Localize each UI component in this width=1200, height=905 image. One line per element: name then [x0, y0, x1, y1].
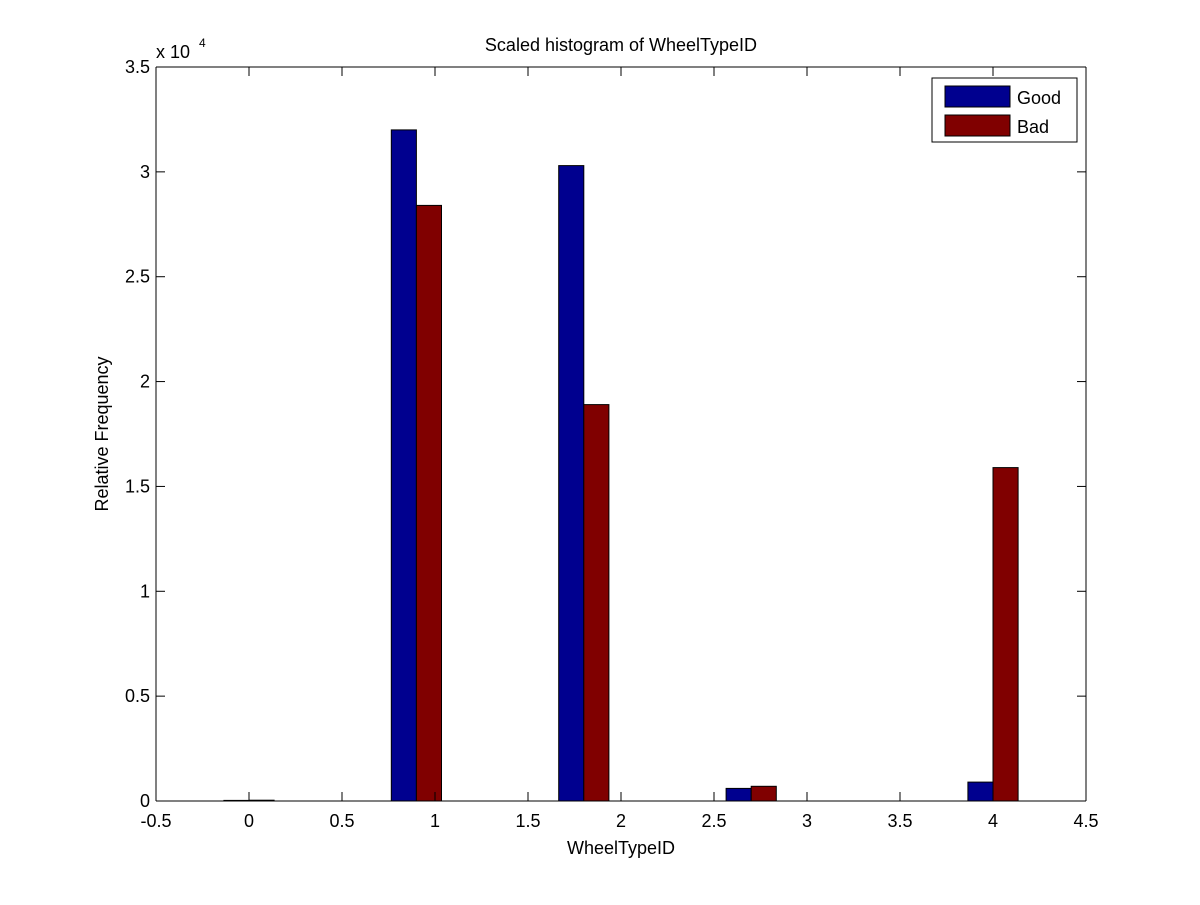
y-tick-label: 3.5: [125, 57, 150, 77]
y-exponent-power: 4: [199, 36, 206, 50]
x-tick-label: -0.5: [140, 811, 171, 831]
x-tick-label: 3: [802, 811, 812, 831]
bar-good-2: [558, 165, 585, 802]
x-tick-label: 3.5: [887, 811, 912, 831]
bars-group: [223, 129, 1019, 802]
plot-area-background: [156, 67, 1086, 801]
y-tick-label: 1.5: [125, 476, 150, 496]
legend-label-bad: Bad: [1017, 117, 1049, 137]
y-tick-label: 2.5: [125, 267, 150, 287]
y-axis-label: Relative Frequency: [92, 356, 112, 511]
y-tick-label: 0: [140, 791, 150, 811]
y-tick-label: 1: [140, 581, 150, 601]
x-tick-label: 0.5: [329, 811, 354, 831]
bar-bad-3: [750, 785, 777, 802]
bar-good-4: [967, 781, 994, 802]
y-tick-label: 3: [140, 162, 150, 182]
bar-bad-4: [992, 467, 1019, 802]
y-exponent-label: x 10: [156, 42, 190, 62]
legend-label-good: Good: [1017, 88, 1061, 108]
x-tick-label: 4.5: [1073, 811, 1098, 831]
x-tick-label: 1: [430, 811, 440, 831]
x-tick-label: 1.5: [515, 811, 540, 831]
y-ticks-group: 0 0.5 1 1.5 2 2.5 3 3.5: [125, 57, 1086, 811]
legend: Good Bad: [931, 77, 1078, 143]
bar-good-3: [725, 787, 752, 802]
x-ticks-group: -0.5 0 0.5 1 1.5 2 2.5 3 3.5 4 4.5: [140, 67, 1099, 831]
chart-title: Scaled histogram of WheelTypeID: [485, 35, 757, 55]
legend-swatch-good: [944, 85, 1011, 108]
y-tick-label: 0.5: [125, 686, 150, 706]
bar-bad-2: [583, 404, 610, 802]
x-tick-label: 0: [244, 811, 254, 831]
y-tick-label: 2: [140, 372, 150, 392]
x-tick-label: 4: [988, 811, 998, 831]
x-tick-label: 2.5: [701, 811, 726, 831]
legend-swatch-bad: [944, 114, 1011, 137]
bar-bad-1: [415, 204, 442, 802]
x-axis-label: WheelTypeID: [567, 838, 675, 858]
bar-good-1: [390, 129, 417, 802]
x-tick-label: 2: [616, 811, 626, 831]
